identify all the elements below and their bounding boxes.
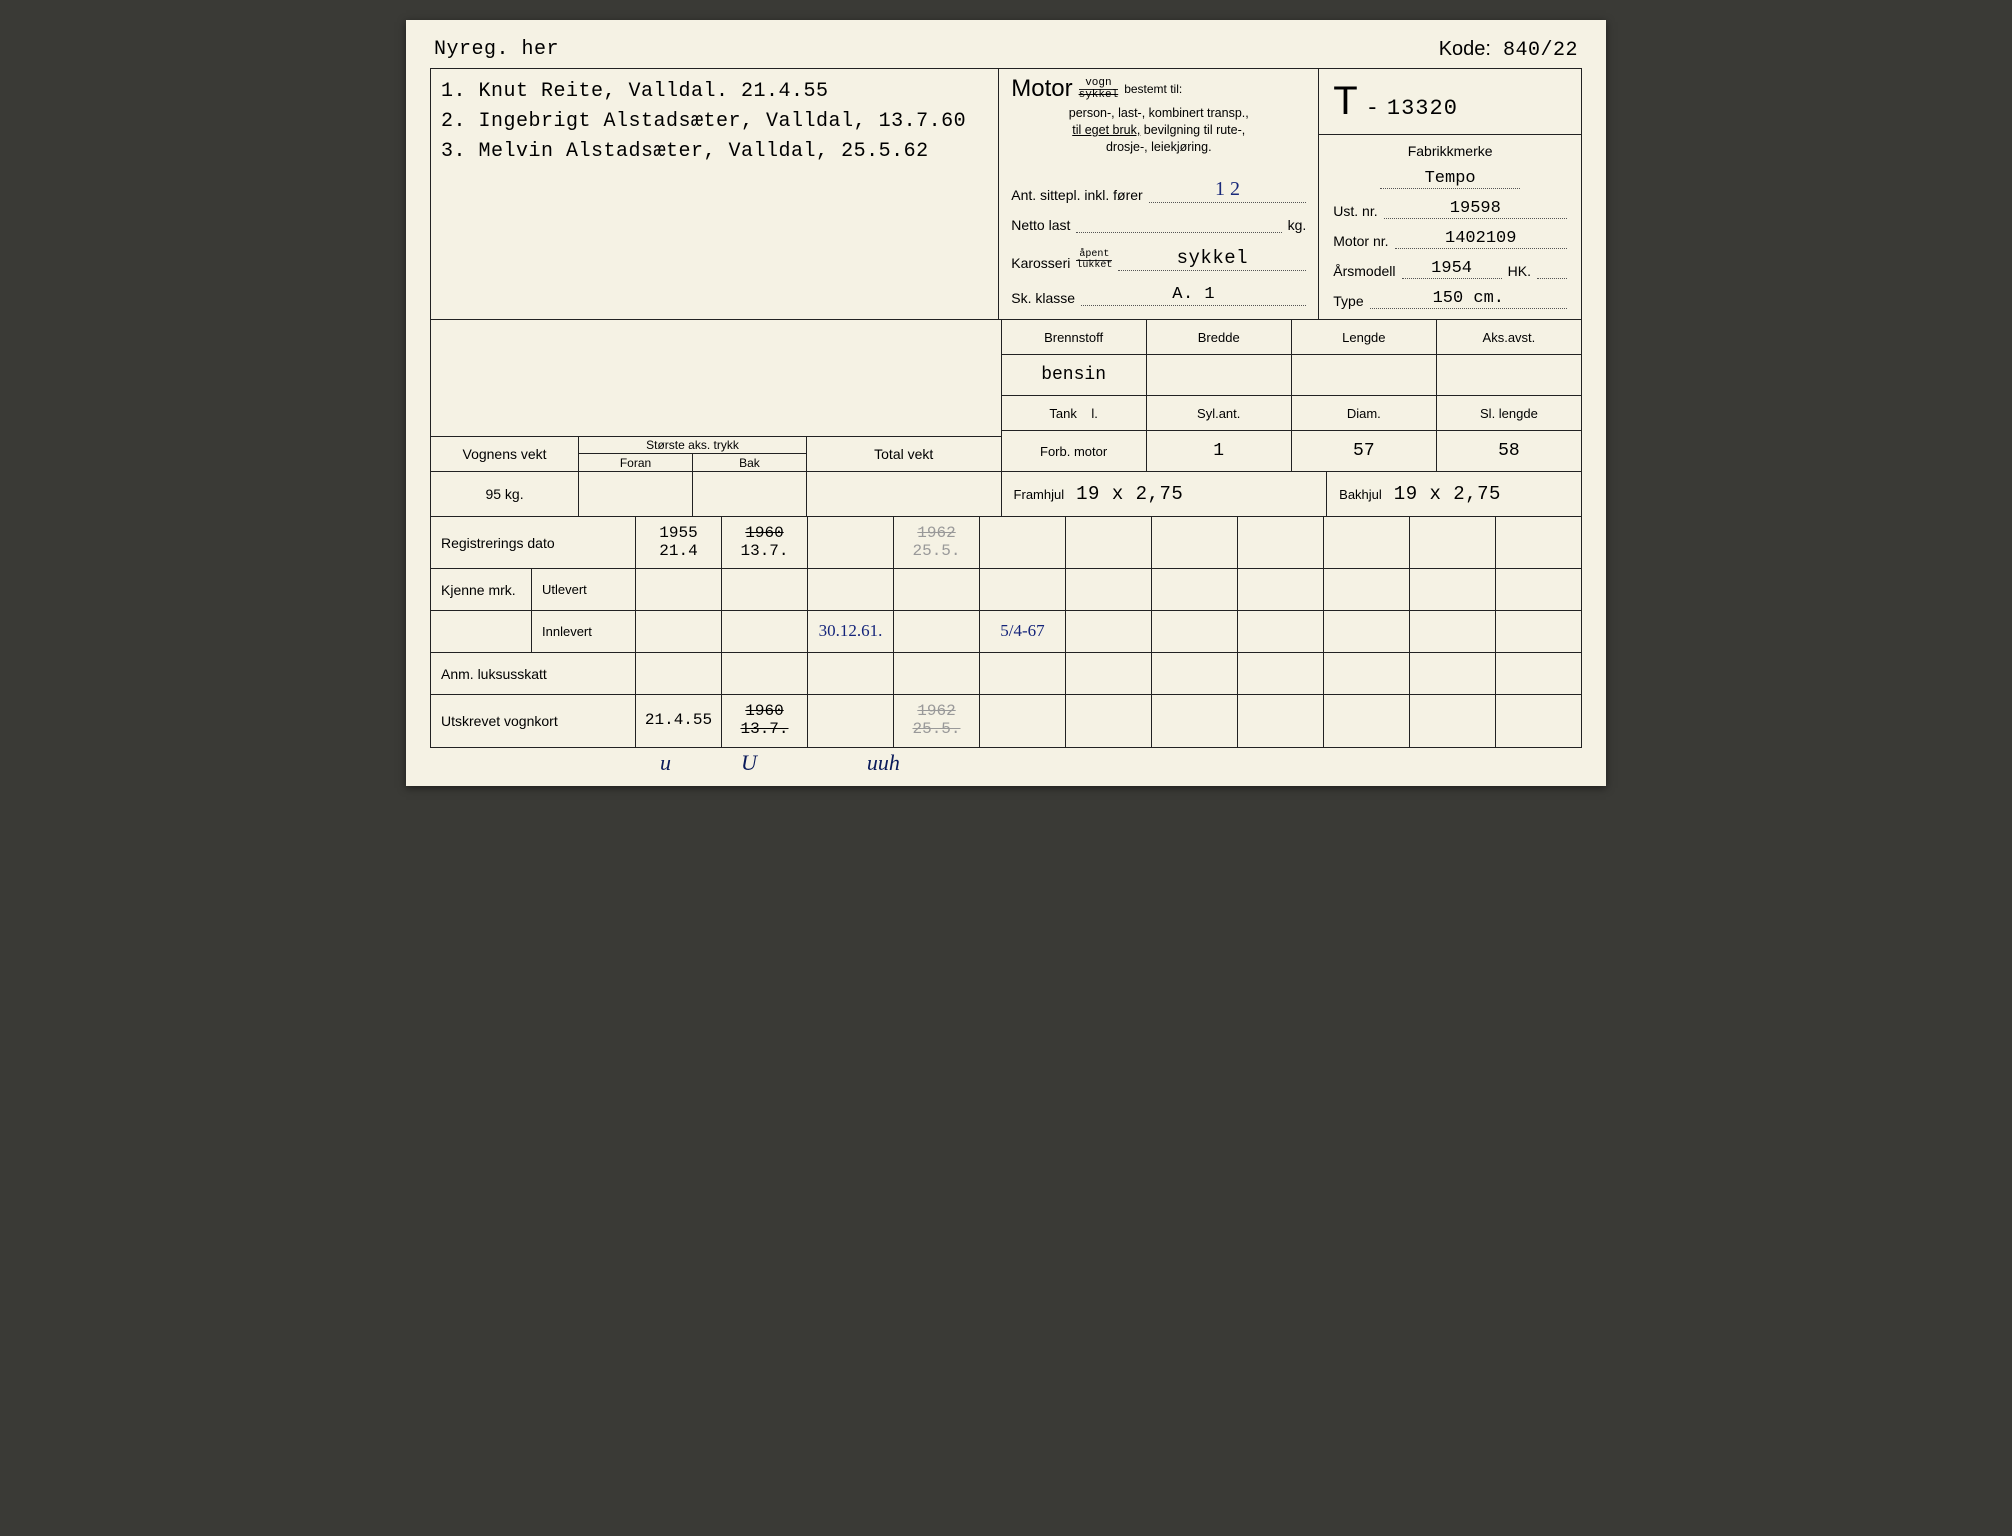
kode: Kode: 840/22: [1439, 38, 1578, 62]
mid-section: Vognens vekt Største aks. trykk Foran Ba…: [431, 320, 1581, 516]
fab-merke: Tempo: [1380, 169, 1520, 189]
motor-nr: 1402109: [1395, 229, 1567, 249]
sk-value: A. 1: [1081, 285, 1306, 306]
spec-values-2: Forb. motor 1 57 58: [1002, 431, 1581, 472]
signature: uuh: [867, 750, 900, 776]
spec-values-1: bensin: [1002, 355, 1581, 396]
karosseri-row: Karosseri åpent lukket sykkel: [1011, 247, 1306, 271]
syl-value: 1: [1147, 431, 1292, 471]
main-frame: 1. Knut Reite, Valldal. 21.4.55 2. Ingeb…: [430, 68, 1582, 748]
sk-klasse-row: Sk. klasse A. 1: [1011, 285, 1306, 306]
signature: U: [741, 750, 757, 776]
karosseri-value: sykkel: [1118, 247, 1306, 271]
bottom-grid: Registrerings dato 195521.4 196013.7. 19…: [431, 516, 1581, 747]
registration-card: Nyreg. her Kode: 840/22 1. Knut Reite, V…: [406, 20, 1606, 786]
sl-value: 58: [1437, 431, 1581, 471]
anm-row: Anm. luksusskatt: [431, 653, 1581, 695]
bakhjul-value: 19 x 2,75: [1394, 483, 1501, 505]
nyreg-label: Nyreg. her: [434, 38, 559, 62]
signature: u: [660, 750, 671, 776]
owner-line: 3. Melvin Alstadsæter, Valldal, 25.5.62: [441, 137, 988, 167]
spec-headers-2: Tank l. Syl.ant. Diam. Sl. lengde: [1002, 396, 1581, 431]
owner-line: 2. Ingebrigt Alstadsæter, Valldal, 13.7.…: [441, 107, 988, 137]
spec-headers-1: Brennstoff Bredde Lengde Aks.avst.: [1002, 320, 1581, 355]
vogn-vekt-label: Vognens vekt: [463, 446, 547, 462]
netto-row: Netto last kg.: [1011, 217, 1306, 233]
total-vekt-label: Total vekt: [874, 446, 933, 462]
kode-label: Kode:: [1439, 38, 1491, 60]
ust-nr: 19598: [1384, 199, 1567, 219]
top-section: 1. Knut Reite, Valldal. 21.4.55 2. Ingeb…: [431, 69, 1581, 320]
kjenne-mrk-row: Kjenne mrk.Utlevert Innlevert 30.12.61. …: [431, 569, 1581, 653]
signatures: u U uuh: [430, 748, 1582, 776]
innlevert-date-1: 30.12.61.: [819, 622, 883, 641]
t-number-row: T - 13320: [1319, 69, 1581, 135]
brennstoff-value: bensin: [1002, 355, 1147, 395]
right-box: T - 13320 Fabrikkmerke Tempo Ust. nr.195…: [1319, 69, 1581, 319]
innlevert-date-2: 5/4-67: [1000, 622, 1044, 641]
diam-value: 57: [1292, 431, 1437, 471]
fabrikkmerke-box: Fabrikkmerke Tempo Ust. nr.19598 Motor n…: [1319, 135, 1581, 319]
motor-word: Motor: [1011, 75, 1072, 103]
bestemt-label: bestemt til:: [1124, 82, 1182, 96]
reg-dato-row: Registrerings dato 195521.4 196013.7. 19…: [431, 517, 1581, 569]
wheels-row: Framhjul 19 x 2,75 Bakhjul 19 x 2,75: [1002, 472, 1581, 516]
ant-sittepl-row: Ant. sittepl. inkl. fører 1 2: [1011, 178, 1306, 203]
header: Nyreg. her Kode: 840/22: [430, 38, 1582, 62]
owner-line: 1. Knut Reite, Valldal. 21.4.55: [441, 77, 988, 107]
motor-box: Motor vogn sykkel bestemt til: person-, …: [999, 69, 1319, 319]
utskrevet-row: Utskrevet vognkort 21.4.55 196013.7. 196…: [431, 695, 1581, 747]
arsmodell: 1954: [1402, 259, 1502, 279]
t-number: 13320: [1387, 96, 1458, 121]
motor-desc: person-, last-, kombinert transp., til e…: [1011, 105, 1306, 164]
owners-box: 1. Knut Reite, Valldal. 21.4.55 2. Ingeb…: [431, 69, 999, 319]
t-letter: T: [1333, 79, 1357, 124]
type-val: 150 cm.: [1370, 289, 1567, 309]
ant-value: 1 2: [1149, 178, 1307, 203]
fab-title: Fabrikkmerke: [1333, 143, 1567, 159]
vogn-sykkel-fraction: vogn sykkel: [1079, 78, 1119, 101]
kode-value: 840/22: [1503, 39, 1578, 62]
vogn-vekt-value: 95 kg.: [485, 486, 523, 502]
framhjul-value: 19 x 2,75: [1076, 483, 1183, 505]
